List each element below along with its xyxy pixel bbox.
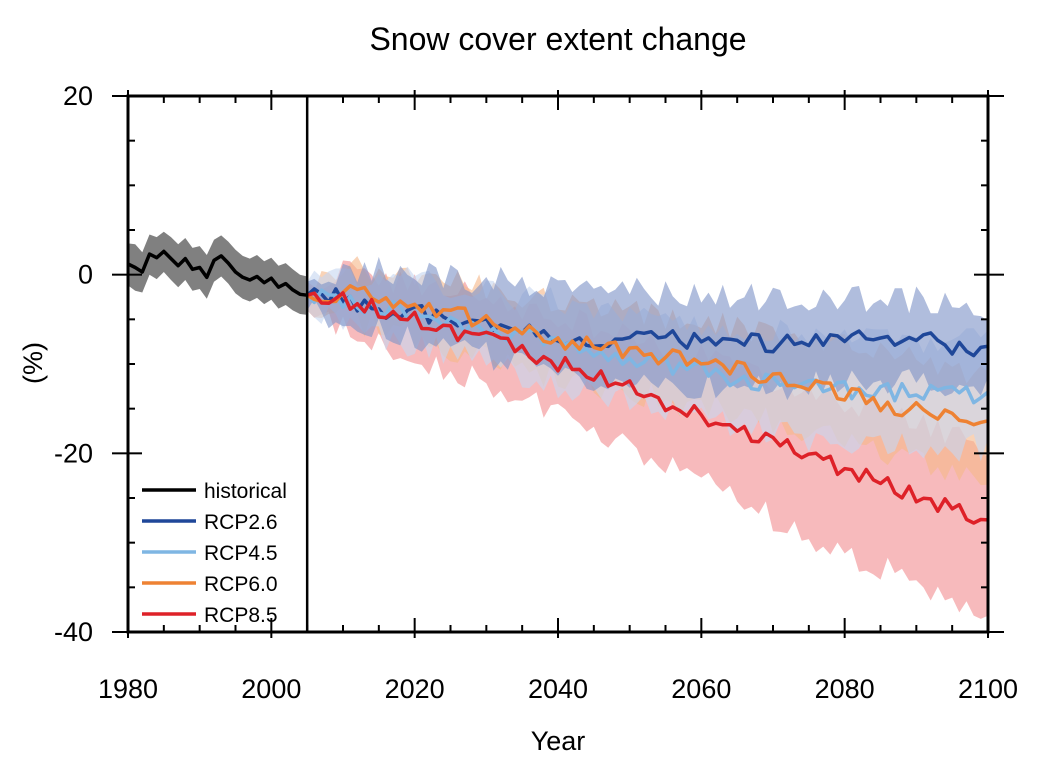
x-tick-label: 2020 [385,674,445,704]
legend: historical RCP2.6 RCP4.5 RCP6.0 RCP8.5 [142,480,287,627]
y-tick-label: -20 [54,438,93,468]
legend-label-historical: historical [204,480,287,503]
line-rcp2-6 [306,287,989,358]
uncertainty-bands [128,231,988,619]
y-axis-label: (%) [18,342,48,384]
y-tick-label: -40 [54,617,93,647]
legend-label-rcp8-5: RCP8.5 [204,604,278,627]
line-rcp4-5 [305,288,990,405]
x-tick-label: 2100 [958,674,1018,704]
x-tick-label: 2040 [528,674,588,704]
line-rcp8-5 [306,291,989,525]
x-axis-label: Year [531,726,586,756]
line-historical [127,249,308,297]
chart-title: Snow cover extent change [369,21,746,57]
y-tick-label: 0 [78,260,93,290]
band-historical [128,231,308,315]
y-tick-label: 20 [63,81,93,111]
legend-label-rcp2-6: RCP2.6 [204,511,278,534]
legend-label-rcp6-0: RCP6.0 [204,573,278,596]
axis-ticks [112,90,1004,638]
x-tick-label: 2080 [815,674,875,704]
x-tick-labels: 1980 2000 2020 2040 2060 2080 2100 [98,674,1018,704]
series-lines [127,249,990,525]
x-tick-label: 2000 [241,674,301,704]
x-tick-label: 2060 [671,674,731,704]
line-rcp6-0 [306,284,989,427]
x-tick-label: 1980 [98,674,158,704]
y-tick-labels: 20 0 -20 -40 [54,81,93,647]
band-rcp2-6 [307,256,988,401]
legend-label-rcp4-5: RCP4.5 [204,542,278,565]
